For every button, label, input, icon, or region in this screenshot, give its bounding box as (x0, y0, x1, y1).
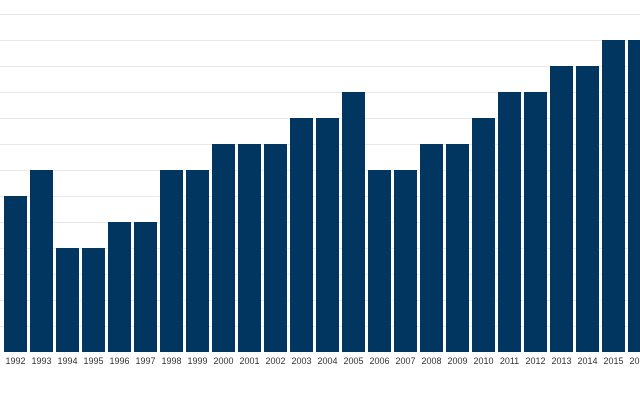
x-tick-label-1996: 1996 (109, 356, 129, 366)
x-tick-label-2013: 2013 (551, 356, 571, 366)
bars (4, 40, 640, 352)
bar-1993 (30, 170, 53, 352)
bar-2007 (394, 170, 417, 352)
bar-2004 (316, 118, 339, 352)
bar-1999 (186, 170, 209, 352)
x-tick-label-2002: 2002 (265, 356, 285, 366)
bar-2011 (498, 92, 521, 352)
x-tick-label-1998: 1998 (161, 356, 181, 366)
bar-2002 (264, 144, 287, 352)
bar-1997 (134, 222, 157, 352)
x-tick-label-2014: 2014 (577, 356, 597, 366)
bar-2010 (472, 118, 495, 352)
x-tick-label-2010: 2010 (473, 356, 493, 366)
bar-1992 (4, 196, 27, 352)
x-tick-label-2009: 2009 (447, 356, 467, 366)
bar-2000 (212, 144, 235, 352)
x-tick-label-2016: 2016 (629, 356, 640, 366)
bar-2013 (550, 66, 573, 352)
x-tick-label-1997: 1997 (135, 356, 155, 366)
x-tick-label-2011: 2011 (500, 356, 519, 366)
x-tick-label-2007: 2007 (395, 356, 415, 366)
bar-2003 (290, 118, 313, 352)
x-tick-label-2012: 2012 (525, 356, 545, 366)
bar-2008 (420, 144, 443, 352)
x-tick-label-2015: 2015 (603, 356, 623, 366)
x-tick-label-2003: 2003 (291, 356, 311, 366)
x-tick-label-2008: 2008 (421, 356, 441, 366)
bar-2001 (238, 144, 261, 352)
bar-2006 (368, 170, 391, 352)
bar-2016 (628, 40, 640, 352)
bar-2009 (446, 144, 469, 352)
x-tick-label-1994: 1994 (57, 356, 77, 366)
x-tick-label-1999: 1999 (187, 356, 207, 366)
bar-1995 (82, 248, 105, 352)
bar-2005 (342, 92, 365, 352)
x-tick-label-2000: 2000 (213, 356, 233, 366)
x-tick-label-2004: 2004 (317, 356, 337, 366)
x-tick-label-2006: 2006 (369, 356, 389, 366)
bar-1998 (160, 170, 183, 352)
x-tick-label-1995: 1995 (83, 356, 103, 366)
x-tick-label-2001: 2001 (239, 356, 259, 366)
bar-1996 (108, 222, 131, 352)
x-tick-label-1993: 1993 (31, 356, 51, 366)
bar-2012 (524, 92, 547, 352)
bar-2015 (602, 40, 625, 352)
x-tick-labels: 1992 1993 1994 1995 1996 1997 1998 1999 2000 2001… (5, 356, 640, 366)
x-tick-label-1992: 1992 (5, 356, 25, 366)
bar-2014 (576, 66, 599, 352)
bar-1994 (56, 248, 79, 352)
x-tick-label-2005: 2005 (343, 356, 363, 366)
